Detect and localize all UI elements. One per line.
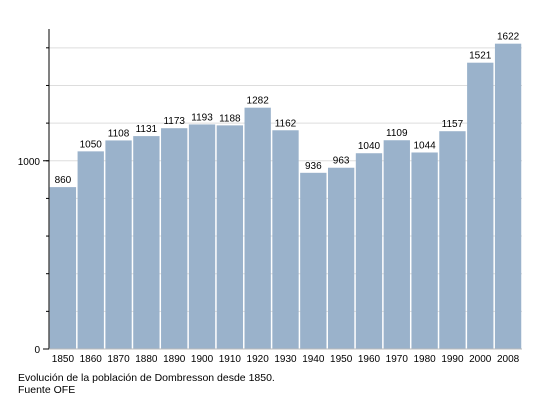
- bar: [77, 151, 104, 349]
- data-label: 1193: [191, 112, 213, 123]
- x-tick-label: 1900: [191, 354, 214, 365]
- data-label: 1050: [80, 139, 103, 150]
- data-label: 1162: [275, 118, 297, 129]
- x-tick-label: 1910: [219, 354, 242, 365]
- x-tick-label: 1890: [163, 354, 186, 365]
- bar: [327, 167, 355, 349]
- x-tick-label: 1960: [358, 354, 381, 365]
- data-label: 963: [333, 156, 350, 167]
- data-label: 1108: [108, 128, 130, 139]
- bar: [49, 187, 77, 349]
- data-label: 936: [305, 161, 322, 172]
- x-tick-label: 2000: [469, 354, 492, 365]
- x-tick-label: 1860: [80, 354, 103, 365]
- x-tick-label: 1970: [386, 354, 409, 365]
- data-label: 1040: [358, 141, 381, 152]
- bar: [467, 62, 494, 349]
- data-label: 1157: [442, 119, 464, 130]
- data-label: 1131: [136, 124, 158, 135]
- data-label: 1282: [247, 96, 270, 107]
- data-label: 860: [55, 175, 72, 186]
- bar: [244, 107, 271, 350]
- data-label: 1622: [497, 32, 520, 43]
- chart-caption: Evolución de la población de Dombresson …: [18, 372, 275, 384]
- bar: [411, 152, 438, 349]
- y-tick-label: 0: [34, 345, 40, 356]
- bar: [300, 172, 327, 349]
- x-tick-label: 1920: [247, 354, 270, 365]
- x-tick-label: 1980: [413, 354, 436, 365]
- x-tick-label: 1880: [135, 354, 158, 365]
- bar: [439, 131, 466, 349]
- data-label: 1521: [469, 51, 492, 62]
- bar: [216, 125, 244, 350]
- x-tick-label: 1990: [441, 354, 464, 365]
- bar: [188, 124, 216, 349]
- bar: [161, 128, 188, 349]
- data-label: 1188: [219, 113, 241, 124]
- bar: [133, 136, 160, 349]
- x-tick-label: 1950: [330, 354, 353, 365]
- x-tick-label: 1940: [302, 354, 325, 365]
- x-tick-label: 2008: [497, 354, 520, 365]
- bar: [383, 140, 410, 349]
- bar: [105, 140, 132, 349]
- data-label: 1109: [386, 128, 408, 139]
- bar: [355, 153, 383, 349]
- chart-source: Fuente OFE: [18, 384, 76, 396]
- data-label: 1173: [163, 116, 185, 127]
- x-tick-label: 1930: [274, 354, 297, 365]
- data-label: 1044: [413, 140, 436, 151]
- x-tick-label: 1870: [107, 354, 130, 365]
- bar: [494, 43, 522, 350]
- y-tick-label: 1000: [18, 157, 41, 168]
- population-bar-chart: 860 1850 1050 1860 1108 1870 1131 1880 1173 1890 1…: [18, 29, 522, 365]
- x-tick-label: 1850: [52, 354, 75, 365]
- bar: [272, 130, 299, 349]
